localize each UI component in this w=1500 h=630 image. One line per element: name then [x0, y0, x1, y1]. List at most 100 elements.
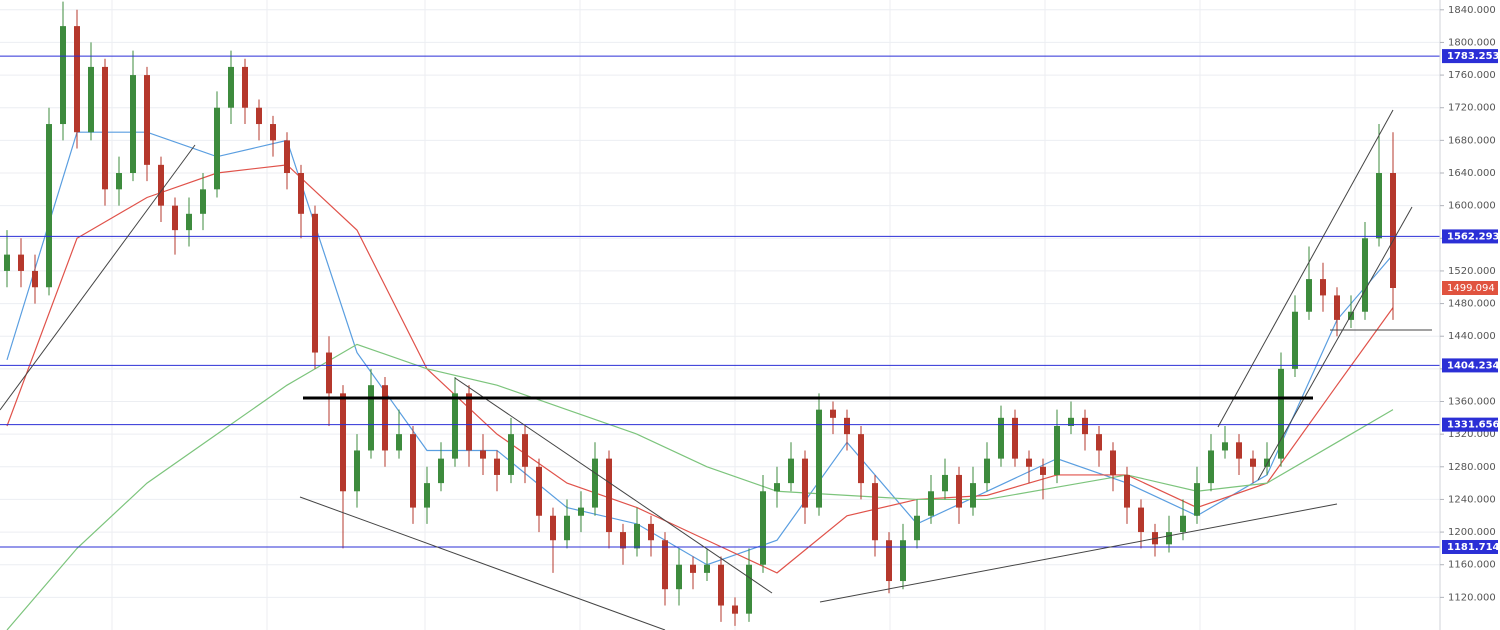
candle-body: [424, 483, 430, 508]
candle-body: [1264, 458, 1270, 467]
trendline: [819, 503, 1338, 603]
y-tick-label: 1440.000: [1448, 331, 1496, 342]
candle-body: [1334, 295, 1340, 320]
candle-body: [984, 458, 990, 484]
candle-body: [340, 393, 346, 492]
last-price-box: [1442, 280, 1498, 295]
y-tick-label: 1480.000: [1448, 299, 1496, 310]
candle-body: [158, 164, 164, 206]
y-tick-label: 1280.000: [1448, 462, 1496, 473]
candle-body: [200, 189, 206, 214]
candle-body: [1222, 442, 1228, 451]
candle-body: [1194, 483, 1200, 516]
candle-body: [214, 107, 220, 190]
candle-body: [1054, 425, 1060, 475]
candle-body: [1236, 442, 1242, 459]
candle-body: [186, 213, 192, 231]
candle-body: [634, 523, 640, 549]
y-tick-label: 1120.000: [1448, 592, 1496, 603]
candle-body: [886, 540, 892, 582]
candle-body: [1362, 238, 1368, 312]
candle-body: [718, 564, 724, 606]
candle-body: [578, 507, 584, 516]
candle-body: [1208, 450, 1214, 484]
price-axis: [1440, 0, 1500, 630]
level-label: 1562.293: [1447, 231, 1500, 242]
candle-body: [452, 393, 458, 459]
moving-averages: [6, 131, 1394, 630]
candle-body: [1082, 417, 1088, 435]
candle-body: [494, 458, 500, 475]
y-tick-label: 1640.000: [1448, 168, 1496, 179]
level-label-box: [1442, 358, 1498, 373]
candles: [4, 1, 1396, 626]
candle-body: [648, 523, 654, 541]
candle-body: [354, 450, 360, 492]
candle-body: [480, 450, 486, 459]
trendline: [454, 377, 773, 594]
candle-body: [690, 564, 696, 573]
candle-body: [410, 434, 416, 508]
candle-body: [1390, 173, 1396, 288]
y-tick-label: 1720.000: [1448, 103, 1496, 114]
candle-body: [1166, 532, 1172, 545]
candle-body: [242, 66, 248, 108]
candle-body: [1026, 458, 1032, 467]
moving-average: [6, 164, 1394, 574]
y-tick-label: 1360.000: [1448, 397, 1496, 408]
level-label-box: [1442, 229, 1498, 244]
candle-body: [1278, 368, 1284, 459]
candle-body: [844, 417, 850, 435]
candle-body: [298, 173, 304, 214]
y-tick-label: 1680.000: [1448, 135, 1496, 146]
candle-body: [396, 434, 402, 451]
candle-body: [956, 474, 962, 508]
level-label-box: [1442, 49, 1498, 64]
candle-body: [732, 605, 738, 614]
candle-body: [704, 564, 710, 573]
level-label: 1181.714: [1447, 542, 1500, 553]
candle-body: [18, 254, 24, 271]
levels: [0, 55, 1440, 548]
candle-body: [172, 205, 178, 231]
candle-body: [1292, 311, 1298, 369]
candle-body: [830, 409, 836, 418]
candle-body: [1068, 417, 1074, 426]
candle-body: [88, 66, 94, 133]
y-tick-label: 1320.000: [1448, 429, 1496, 440]
candle-body: [382, 385, 388, 451]
candle-body: [746, 564, 752, 614]
candle-body: [774, 483, 780, 492]
trendline: [0, 144, 196, 411]
candle-body: [900, 540, 906, 582]
candle-body: [60, 26, 66, 125]
candle-body: [970, 483, 976, 508]
candle-body: [130, 75, 136, 174]
candle-body: [368, 385, 374, 451]
candle-body: [228, 66, 234, 108]
candle-body: [270, 124, 276, 141]
y-tick-label: 1240.000: [1448, 494, 1496, 505]
y-tick-label: 1760.000: [1448, 70, 1496, 81]
level-label: 1404.234: [1447, 360, 1500, 371]
candle-body: [1110, 450, 1116, 475]
candle-body: [144, 75, 150, 165]
candle-body: [536, 466, 542, 516]
candle-body: [326, 352, 332, 394]
y-tick-label: 1840.000: [1448, 5, 1496, 16]
candle-body: [662, 540, 668, 590]
grid: [0, 9, 1440, 598]
candle-body: [942, 474, 948, 492]
candle-body: [1124, 474, 1130, 508]
candle-body: [312, 213, 318, 353]
candle-body: [620, 532, 626, 549]
y-tick-label: 1520.000: [1448, 266, 1496, 277]
candle-body: [998, 417, 1004, 459]
candle-body: [1138, 507, 1144, 533]
plot: [0, 1, 1440, 630]
candle-body: [116, 173, 122, 190]
candle-body: [914, 515, 920, 541]
candle-body: [102, 66, 108, 190]
candle-body: [872, 483, 878, 541]
